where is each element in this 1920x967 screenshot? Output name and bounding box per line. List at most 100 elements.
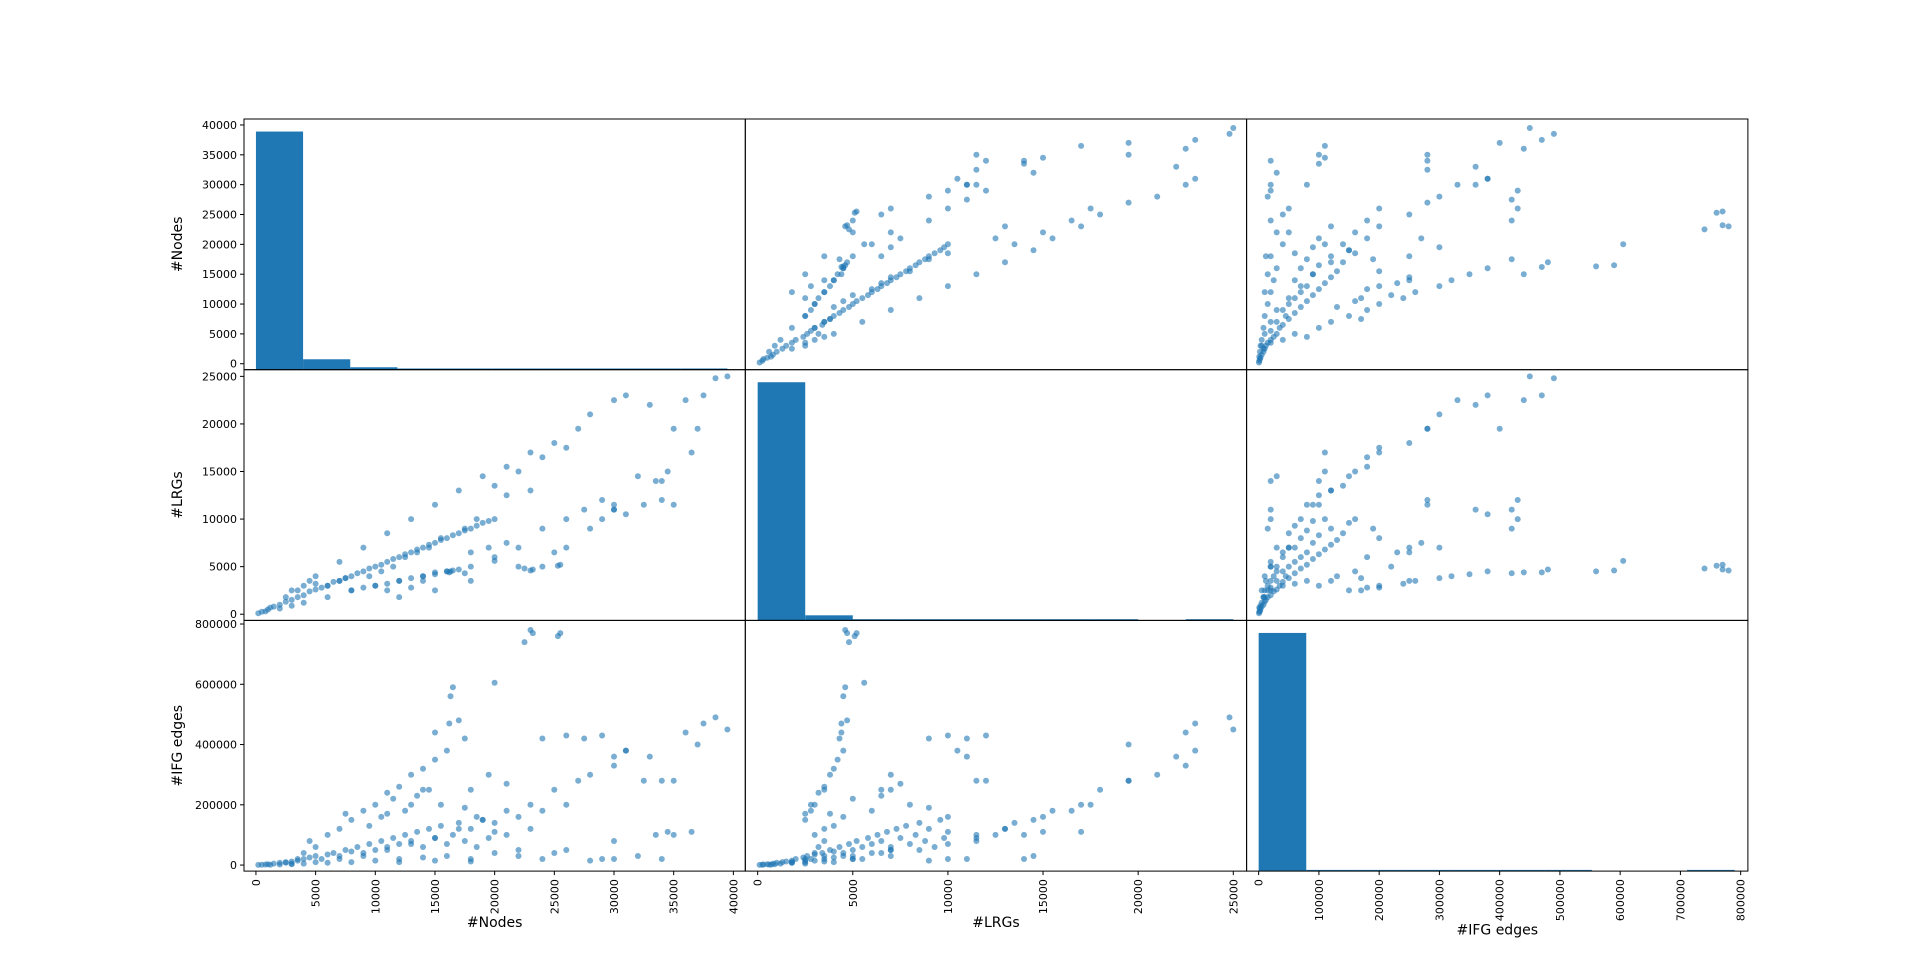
scatter-point	[503, 492, 510, 499]
scatter-point	[694, 741, 701, 748]
scatter-point	[1182, 762, 1189, 769]
scatter-point	[1514, 497, 1521, 503]
scatter-point	[1424, 199, 1431, 206]
scatter-point	[396, 783, 403, 790]
histogram-bar	[350, 367, 398, 370]
scatter-point	[503, 831, 510, 838]
scatter-point	[1719, 566, 1726, 573]
scatter-point	[878, 786, 885, 793]
scatter-point	[849, 217, 856, 224]
scatter-point	[925, 256, 932, 263]
histogram-bar	[633, 368, 681, 370]
panel-1-2	[1246, 369, 1749, 621]
scatter-point	[1273, 169, 1280, 176]
scatter-point	[330, 578, 337, 585]
scatter-point	[324, 859, 331, 866]
scatter-point	[539, 856, 546, 862]
scatter-point	[712, 714, 719, 721]
scatter-point	[1315, 478, 1322, 484]
scatter-point	[1514, 205, 1521, 212]
scatter-point	[1346, 313, 1352, 319]
scatter-point	[1315, 492, 1322, 499]
scatter-point	[300, 592, 307, 599]
scatter-point	[1040, 828, 1046, 835]
scatter-point	[282, 598, 289, 605]
scatter-point	[1264, 193, 1271, 200]
scatter-point	[830, 330, 837, 337]
scatter-point	[963, 856, 970, 862]
scatter-point	[384, 587, 391, 594]
x-axis-label: #Nodes	[467, 915, 523, 931]
scatter-point	[1040, 813, 1046, 820]
histogram-bar	[1496, 869, 1545, 872]
scatter-point	[455, 825, 462, 832]
histogram-bar	[947, 619, 996, 621]
scatter-point	[897, 271, 904, 278]
scatter-point	[384, 789, 391, 796]
scatter-point	[1258, 336, 1265, 343]
scatter-point	[324, 594, 331, 601]
scatter-point	[760, 356, 767, 362]
scatter-point	[1273, 229, 1280, 236]
histogram-bar	[995, 619, 1044, 621]
scatter-point	[420, 854, 426, 861]
scatter-point	[1406, 440, 1413, 446]
scatter-point	[944, 856, 951, 862]
scatter-point	[1087, 205, 1094, 212]
scatter-point	[954, 747, 961, 754]
scatter-point	[527, 487, 534, 494]
scatter-point	[503, 539, 510, 546]
scatter-point	[420, 573, 426, 580]
x-tick-label: 25000	[548, 879, 561, 914]
scatter-point	[1021, 856, 1027, 862]
scatter-point	[1454, 397, 1461, 404]
scatter-point	[906, 268, 913, 275]
scatter-point	[849, 253, 856, 260]
scatter-point	[300, 582, 307, 589]
scatter-point	[455, 819, 462, 826]
scatter-point	[342, 575, 349, 582]
scatter-point	[827, 810, 833, 817]
scatter-point	[1508, 525, 1515, 532]
scatter-point	[1376, 301, 1383, 307]
scatter-point	[768, 353, 774, 360]
scatter-point	[426, 544, 432, 551]
panel-frame	[744, 369, 1248, 621]
scatter-point	[838, 264, 845, 270]
scatter-point	[846, 841, 852, 847]
scatter-point	[1315, 551, 1322, 558]
scatter-point	[640, 501, 647, 508]
scatter-point	[1520, 569, 1527, 576]
scatter-point	[426, 786, 432, 793]
histogram-bar	[585, 368, 634, 370]
scatter-point	[912, 831, 919, 838]
scatter-point	[878, 850, 885, 856]
x-tick-label: 10000	[942, 879, 955, 914]
x-tick-label: 100000	[1313, 879, 1326, 921]
scatter-point	[756, 359, 763, 366]
scatter-point	[724, 373, 731, 380]
scatter-point	[449, 532, 456, 539]
scatter-point	[1508, 256, 1515, 263]
scatter-point	[840, 298, 847, 305]
scatter-point	[318, 856, 325, 862]
scatter-point	[874, 831, 881, 838]
y-tick-label: 0	[230, 358, 237, 371]
scatter-point	[414, 792, 421, 799]
scatter-point	[479, 816, 486, 823]
scatter-point	[1049, 235, 1056, 242]
scatter-point	[1508, 196, 1515, 203]
scatter-point	[815, 330, 822, 337]
scatter-point	[1436, 575, 1443, 582]
scatter-point	[1040, 154, 1046, 161]
scatter-point	[1701, 565, 1708, 572]
scatter-point	[551, 440, 558, 446]
x-tick-label: 600000	[1614, 879, 1627, 921]
y-tick-label: 200000	[195, 799, 237, 812]
scatter-point	[1267, 187, 1274, 194]
scatter-point	[830, 304, 837, 310]
scatter-point	[288, 861, 295, 868]
scatter-point	[515, 468, 522, 475]
y-tick-label: 5000	[209, 328, 237, 341]
y-tick-label: 5000	[209, 561, 237, 574]
